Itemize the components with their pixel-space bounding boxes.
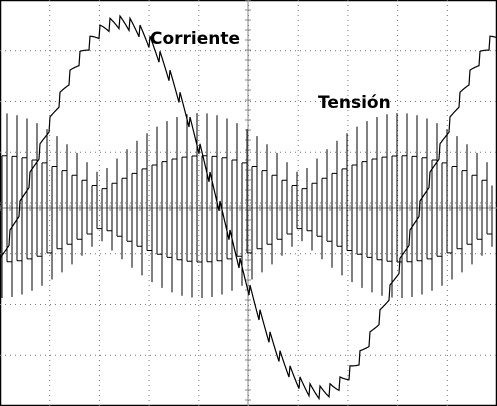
page: {"labels": {"current": "Corriente", "vol… [0,0,497,406]
current-label: Corriente [150,29,240,49]
oscilloscope-screen: Corriente Tensión [0,0,497,406]
voltage-label: Tensión [318,93,391,113]
